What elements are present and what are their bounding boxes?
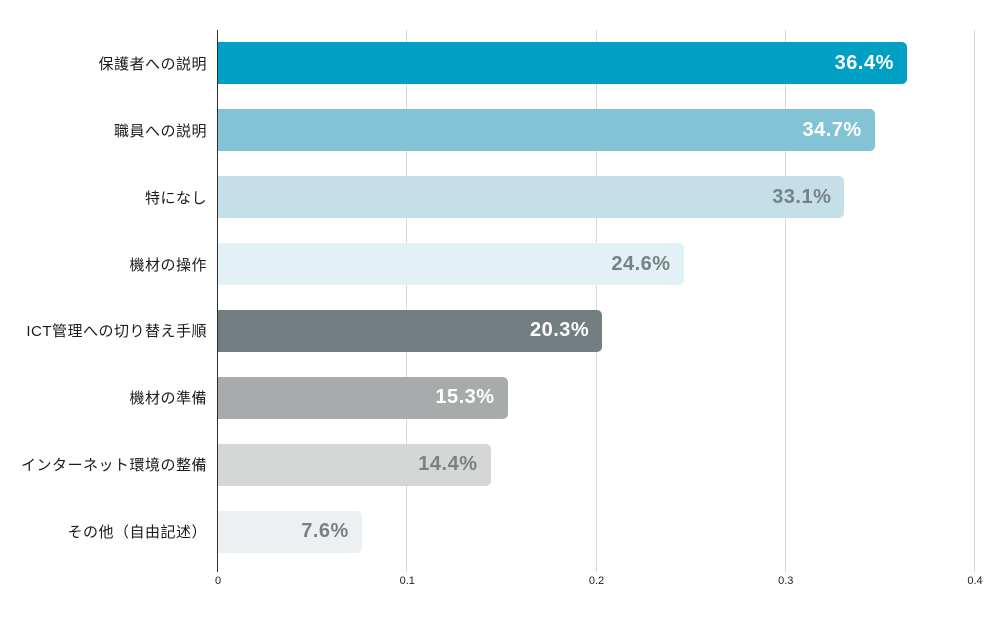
bar: 20.3% (218, 309, 603, 352)
gridline (406, 30, 408, 572)
value-label: 36.4% (834, 51, 894, 74)
value-label: 33.1% (772, 185, 832, 208)
bar: 36.4% (218, 42, 907, 85)
value-label: 20.3% (529, 319, 590, 342)
value-label: 34.7% (802, 118, 862, 141)
bar-row: 職員への説明 34.7% (114, 97, 975, 164)
bar-row: 機材の操作 24.6% (129, 231, 975, 298)
bar: 7.6% (218, 510, 362, 553)
category-label: ICT管理への切り替え手順 (26, 323, 207, 341)
bar: 34.7% (218, 109, 875, 152)
bar-rows: 保護者への説明 36.4% 職員への説明 34.7% 特になし 33.1% 機材… (21, 30, 975, 565)
plot-area: 保護者への説明 36.4% 職員への説明 34.7% 特になし 33.1% 機材… (21, 30, 975, 572)
x-tick-label: 0.1 (399, 575, 415, 587)
bar-row: 機材の準備 15.3% (129, 364, 975, 431)
x-tick-label: 0.3 (778, 575, 794, 587)
x-tick-label: 0 (214, 575, 222, 587)
bar-row: 保護者への説明 36.4% (98, 30, 975, 97)
bar: 24.6% (218, 243, 684, 286)
value-label: 24.6% (611, 252, 671, 275)
x-tick-label: 0.4 (967, 575, 983, 587)
category-label: 特になし (144, 189, 207, 207)
bar-row: ICT管理への切り替え手順 20.3% (26, 298, 975, 365)
gridline (784, 30, 786, 572)
bar: 14.4% (218, 443, 491, 486)
x-axis: 0 0.1 0.2 0.3 0.4 (214, 575, 983, 591)
gridline (595, 30, 597, 572)
value-label: 14.4% (418, 453, 478, 476)
bar: 15.3% (218, 376, 508, 419)
category-label: インターネット環境の整備 (20, 457, 207, 475)
category-label: 機材の準備 (129, 390, 207, 408)
category-label: 職員への説明 (113, 122, 207, 140)
category-label: その他（自由記述） (67, 524, 207, 542)
bar-row: インターネット環境の整備 14.4% (21, 431, 975, 498)
bar-row: 特になし 33.1% (145, 164, 975, 231)
gridline (974, 30, 975, 572)
category-label: 保護者への説明 (98, 55, 207, 73)
bar: 33.1% (218, 176, 845, 219)
value-label: 7.6% (301, 520, 349, 543)
category-label: 機材の操作 (129, 256, 207, 274)
y-axis-line (217, 30, 218, 572)
x-tick-label: 0.2 (588, 575, 605, 587)
value-label: 15.3% (435, 386, 495, 409)
bar-row: その他（自由記述） 7.6% (67, 498, 975, 565)
